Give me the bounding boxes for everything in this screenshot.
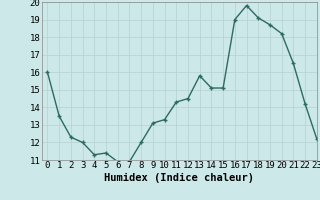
X-axis label: Humidex (Indice chaleur): Humidex (Indice chaleur) [104, 173, 254, 183]
